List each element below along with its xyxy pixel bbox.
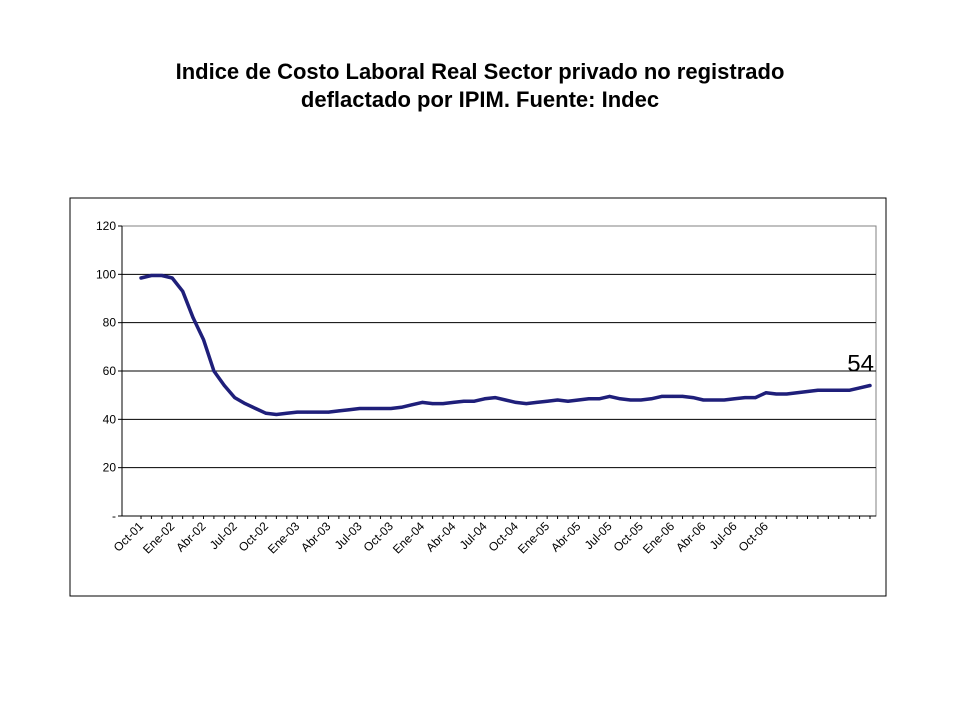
data-point xyxy=(868,384,872,387)
data-point xyxy=(347,408,351,412)
data-point xyxy=(316,410,320,414)
data-point xyxy=(274,413,278,416)
data-point xyxy=(170,276,174,280)
data-point xyxy=(701,398,705,402)
data-point xyxy=(733,397,737,401)
data-point xyxy=(233,396,237,400)
data-point xyxy=(451,400,455,404)
data-point xyxy=(212,369,216,373)
data-point xyxy=(545,399,549,403)
y-tick-label: 20 xyxy=(103,461,117,475)
data-point xyxy=(431,402,435,406)
data-point xyxy=(472,399,476,403)
data-point xyxy=(722,398,726,402)
data-point xyxy=(785,392,789,396)
y-tick-label: 60 xyxy=(103,364,117,378)
data-point xyxy=(618,397,622,401)
data-point xyxy=(399,405,403,409)
data-point xyxy=(254,406,258,410)
data-point xyxy=(858,386,862,390)
data-point xyxy=(837,388,841,392)
data-point xyxy=(358,406,362,410)
data-point xyxy=(847,388,851,392)
data-point xyxy=(306,410,310,414)
data-point xyxy=(681,394,685,398)
data-point xyxy=(566,399,570,403)
data-point xyxy=(764,391,768,395)
series-group xyxy=(139,273,872,417)
data-point xyxy=(389,406,393,410)
chart-title-line-1: Indice de Costo Laboral Real Sector priv… xyxy=(175,59,785,84)
data-point xyxy=(556,398,560,402)
data-point xyxy=(816,388,820,392)
data-point xyxy=(379,406,383,410)
data-point xyxy=(753,396,757,400)
data-point xyxy=(243,402,247,406)
data-point xyxy=(181,289,185,293)
y-tick-label: 100 xyxy=(96,267,116,281)
data-point xyxy=(608,394,612,398)
data-point xyxy=(649,397,653,401)
data-point xyxy=(337,409,341,413)
data-point xyxy=(795,391,799,395)
data-point xyxy=(806,390,810,394)
data-point xyxy=(524,402,528,406)
data-point xyxy=(597,397,601,401)
data-point xyxy=(295,410,299,414)
data-point xyxy=(201,338,205,342)
data-point xyxy=(826,388,830,392)
data-point xyxy=(639,398,643,402)
data-point xyxy=(712,398,716,402)
data-point xyxy=(368,406,372,410)
data-point xyxy=(326,410,330,414)
y-axis: - 20 40 60 80 100 120 xyxy=(96,219,123,523)
data-point xyxy=(410,403,414,407)
data-point xyxy=(160,274,164,278)
data-point xyxy=(535,400,539,404)
data-point xyxy=(691,396,695,400)
data-point xyxy=(149,274,153,278)
data-point xyxy=(587,397,591,401)
last-value-label: 54 xyxy=(847,351,874,378)
data-point xyxy=(420,400,424,404)
data-point xyxy=(670,394,674,398)
chart-title: Indice de Costo Laboral Real Sector priv… xyxy=(0,58,960,114)
data-point xyxy=(628,398,632,402)
data-point xyxy=(441,402,445,406)
data-point xyxy=(743,396,747,400)
data-point xyxy=(504,398,507,402)
data-point xyxy=(483,397,487,401)
chart-title-line-2: deflactado por IPIM. Fuente: Indec xyxy=(300,87,660,112)
data-point xyxy=(493,396,497,400)
data-point xyxy=(139,276,143,280)
y-tick-label: 40 xyxy=(103,412,117,426)
data-point xyxy=(285,411,289,415)
y-tick-label: 120 xyxy=(96,219,116,233)
y-tick-label: 80 xyxy=(103,316,117,330)
data-point xyxy=(660,394,664,398)
gridlines xyxy=(122,273,876,469)
data-point xyxy=(264,411,268,415)
data-point xyxy=(576,398,580,402)
data-point xyxy=(222,384,226,387)
data-point xyxy=(514,400,518,404)
y-tick-label: - xyxy=(112,509,116,523)
data-point xyxy=(191,316,195,320)
data-point xyxy=(462,399,466,403)
data-point xyxy=(774,392,778,396)
annotations: 54 xyxy=(847,351,874,378)
